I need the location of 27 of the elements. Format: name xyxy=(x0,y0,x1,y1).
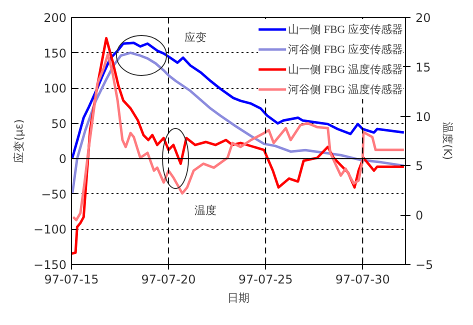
y2-tick-label: 5 xyxy=(416,159,424,174)
annotation: 应变 xyxy=(184,31,206,44)
legend-label: 河谷侧 FBG 温度传感器 xyxy=(288,82,403,96)
legend-label: 河谷侧 FBG 应变传感器 xyxy=(288,42,403,56)
x-tick-label: 97-07-30 xyxy=(335,272,390,286)
y-tick-label: 200 xyxy=(44,11,66,25)
y2-tick-label: 15 xyxy=(416,60,431,74)
legend-label: 山一侧 FBG 应变传感器 xyxy=(288,22,403,36)
annotation: 温度 xyxy=(194,204,216,217)
y-tick-label: −50 xyxy=(41,187,67,202)
y2-tick-label: −5 xyxy=(416,258,434,272)
y-tick-label: 100 xyxy=(44,82,66,96)
y2-axis-title: 温度(K) xyxy=(441,122,454,160)
y-tick-label: 0 xyxy=(58,152,67,166)
legend-label: 山一侧 FBG 温度传感器 xyxy=(288,62,403,76)
y-axis-title: 应变(με) xyxy=(12,119,26,163)
y-tick-label: 50 xyxy=(51,116,67,131)
x-tick-label: 97-07-25 xyxy=(238,272,293,286)
y-tick-label: −150 xyxy=(34,258,67,272)
y2-tick-label: 10 xyxy=(416,110,431,124)
y-tick-label: 150 xyxy=(44,46,66,60)
x-axis-title: 日期 xyxy=(228,292,250,304)
y2-tick-label: 0 xyxy=(416,208,424,223)
x-tick-label: 97-07-20 xyxy=(141,272,196,286)
x-tick-label: 97-07-15 xyxy=(44,272,99,286)
y-tick-label: −100 xyxy=(34,222,67,237)
y2-tick-label: 20 xyxy=(416,11,431,25)
